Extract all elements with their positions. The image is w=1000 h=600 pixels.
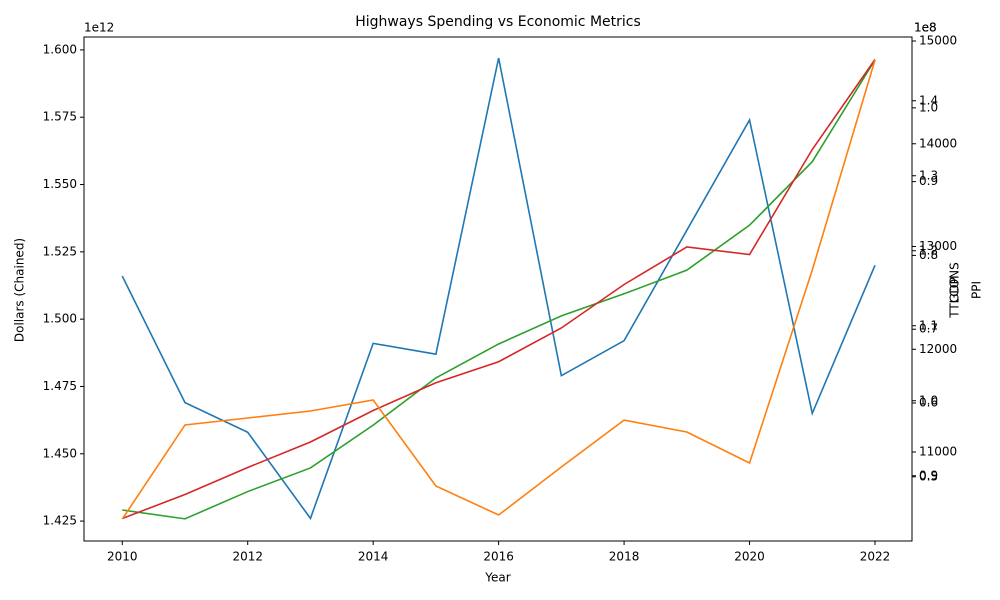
y-tick-label: 1.550 — [43, 177, 77, 191]
y2-tick-label: 0.5 — [919, 469, 938, 483]
y3-tick-label: 1.2 — [919, 243, 938, 257]
y3-tick-label: 1.0 — [919, 393, 938, 407]
y2-tick-label: 0.8 — [919, 248, 938, 262]
y4-tick-label: 15000 — [919, 34, 957, 48]
x-tick-label: 2018 — [609, 550, 640, 564]
y4-tick-label: 12000 — [919, 342, 957, 356]
y4-tick-label: 13000 — [919, 239, 957, 253]
plot-frame — [83, 36, 913, 542]
y3-tick-label: 1.1 — [919, 318, 938, 332]
x-tick-label: 2012 — [232, 550, 263, 564]
y-tick-label: 1.450 — [43, 446, 77, 460]
y2-axis-label: TTLCONS — [948, 262, 962, 319]
y4-axis-label: PPI — [970, 281, 984, 299]
series-line — [121, 57, 876, 521]
y2-offset-label: 1e8 — [914, 21, 937, 35]
y2-tick-label: 0.9 — [919, 174, 938, 188]
y2-tick-label: 0.7 — [919, 322, 938, 336]
y4-tick-label: 14000 — [919, 136, 957, 150]
y3-tick-label: 1.3 — [919, 168, 938, 182]
y-tick-label: 1.475 — [43, 379, 77, 393]
y-tick-label: 1.525 — [43, 244, 77, 258]
chart-title: Highways Spending vs Economic Metrics — [355, 14, 641, 30]
x-tick-label: 2010 — [107, 550, 138, 564]
y3-tick-label: 1.4 — [919, 93, 938, 107]
y2-tick-label: 0.6 — [919, 396, 938, 410]
y4-tick-label: 11000 — [919, 445, 957, 459]
y-tick-label: 1.500 — [43, 312, 77, 326]
y-tick-label: 1.575 — [43, 110, 77, 124]
x-tick-label: 2014 — [358, 550, 389, 564]
x-tick-label: 2016 — [483, 550, 514, 564]
y-tick-label: 1.425 — [43, 514, 77, 528]
x-axis-label: Year — [484, 571, 510, 585]
y3-axis-label: GDP — [948, 277, 962, 303]
y3-tick-label: 0.9 — [919, 468, 938, 482]
y2-tick-label: 1.0 — [919, 100, 938, 114]
series-line — [121, 59, 876, 520]
x-tick-label: 2020 — [734, 550, 765, 564]
series-line — [122, 59, 876, 520]
y-offset-label: 1e12 — [84, 21, 114, 35]
y-tick-label: 1.600 — [43, 42, 77, 56]
y3-offset-label: 1e8 — [914, 21, 937, 35]
y-axis-label: Dollars (Chained) — [13, 238, 27, 342]
x-tick-label: 2022 — [860, 550, 891, 564]
series-line — [121, 59, 876, 520]
